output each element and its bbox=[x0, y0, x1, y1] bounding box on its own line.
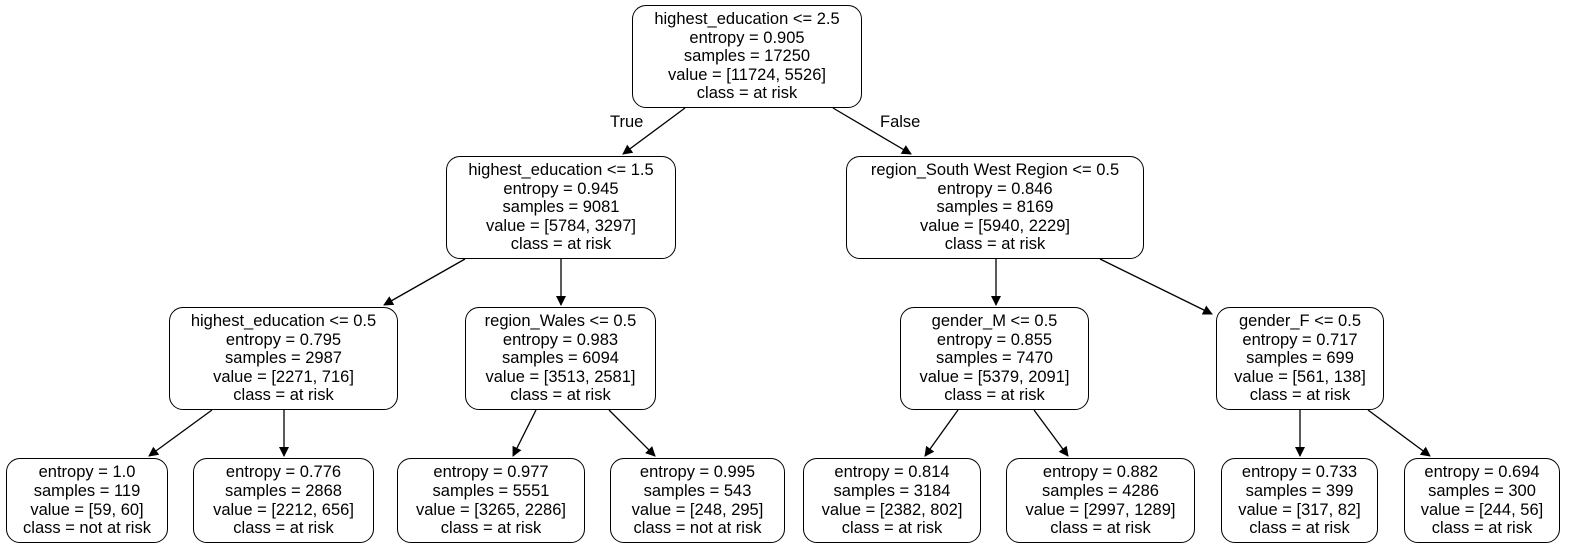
node-line: samples = 4286 bbox=[1042, 481, 1159, 500]
node-line: samples = 119 bbox=[33, 481, 141, 500]
node-line: value = [244, 56] bbox=[1420, 500, 1544, 519]
node-line: entropy = 0.995 bbox=[639, 463, 756, 482]
node-line: value = [3513, 2581] bbox=[485, 367, 636, 386]
node-line: entropy = 0.855 bbox=[936, 330, 1053, 349]
edge-label-true: True bbox=[610, 113, 644, 131]
tree-node-n6: gender_F <= 0.5 entropy = 0.717 samples = … bbox=[1216, 307, 1384, 410]
edge-label-false: False bbox=[880, 113, 921, 131]
node-line: class = at risk bbox=[440, 519, 542, 538]
node-line: entropy = 1.0 bbox=[38, 463, 136, 482]
node-line: value = [5784, 3297] bbox=[486, 216, 636, 235]
node-line: class = at risk bbox=[510, 235, 612, 254]
tree-node-n4: region_Wales <= 0.5 entropy = 0.983 sample… bbox=[465, 307, 656, 410]
node-line: value = [317, 82] bbox=[1238, 500, 1361, 519]
tree-node-n2: region_South West Region <= 0.5 entropy =… bbox=[846, 156, 1144, 259]
tree-edge-n0-n1 bbox=[622, 107, 686, 155]
node-line: value = [2382, 802] bbox=[821, 500, 963, 519]
node-line: samples = 6094 bbox=[502, 349, 619, 368]
node-line: entropy = 0.977 bbox=[433, 463, 549, 482]
node-line: samples = 17250 bbox=[683, 47, 811, 66]
node-line: entropy = 0.717 bbox=[1242, 330, 1358, 349]
node-line: class = at risk bbox=[944, 386, 1045, 405]
node-line: entropy = 0.814 bbox=[834, 463, 950, 482]
node-line: samples = 9081 bbox=[502, 198, 620, 217]
node-line: value = [2212, 656] bbox=[213, 500, 354, 519]
node-line: samples = 399 bbox=[1245, 481, 1354, 500]
node-line: entropy = 0.882 bbox=[1042, 463, 1159, 482]
node-line: class = at risk bbox=[1431, 519, 1533, 538]
node-line: region_South West Region <= 0.5 bbox=[870, 161, 1120, 180]
node-line: entropy = 0.694 bbox=[1424, 463, 1540, 482]
node-line: class = at risk bbox=[1249, 386, 1351, 405]
node-line: entropy = 0.733 bbox=[1241, 463, 1358, 482]
node-line: highest_education <= 2.5 bbox=[654, 10, 840, 29]
node-line: samples = 543 bbox=[643, 481, 752, 500]
tree-node-n13: entropy = 0.733 samples = 399 value = [317… bbox=[1221, 458, 1378, 543]
tree-node-n8: entropy = 0.776 samples = 2868 value = [22… bbox=[193, 458, 374, 543]
node-line: region_Wales <= 0.5 bbox=[484, 312, 637, 331]
node-line: highest_education <= 1.5 bbox=[468, 161, 654, 180]
node-line: entropy = 0.776 bbox=[225, 463, 342, 482]
node-line: highest_education <= 0.5 bbox=[190, 312, 377, 331]
tree-node-n3: highest_education <= 0.5 entropy = 0.795 s… bbox=[169, 307, 398, 410]
node-line: value = [3265, 2286] bbox=[416, 500, 566, 519]
tree-edge-n5-n12 bbox=[1033, 409, 1069, 457]
node-line: samples = 2987 bbox=[225, 349, 342, 368]
node-line: gender_M <= 0.5 bbox=[931, 312, 1058, 331]
tree-node-n0: highest_education <= 2.5 entropy = 0.905 s… bbox=[632, 5, 862, 108]
node-line: value = [11724, 5526] bbox=[668, 65, 826, 84]
tree-node-n10: entropy = 0.995 samples = 543 value = [248… bbox=[610, 458, 785, 543]
node-line: class = at risk bbox=[233, 386, 334, 405]
tree-edge-n1-n3 bbox=[383, 258, 466, 306]
node-line: entropy = 0.905 bbox=[689, 28, 805, 47]
node-line: value = [5940, 2229] bbox=[920, 216, 1070, 235]
node-line: samples = 2868 bbox=[225, 481, 342, 500]
node-line: samples = 300 bbox=[1428, 481, 1536, 500]
tree-node-n7: entropy = 1.0 samples = 119 value = [59, 6… bbox=[6, 458, 168, 543]
tree-edge-n4-n10 bbox=[608, 409, 656, 457]
tree-edge-n4-n9 bbox=[512, 409, 537, 457]
node-line: entropy = 0.846 bbox=[937, 179, 1053, 198]
node-line: class = at risk bbox=[841, 519, 943, 538]
node-line: entropy = 0.945 bbox=[503, 179, 619, 198]
tree-edge-n6-n14 bbox=[1367, 409, 1431, 457]
node-line: samples = 699 bbox=[1246, 349, 1354, 368]
tree-node-n14: entropy = 0.694 samples = 300 value = [244… bbox=[1404, 458, 1560, 543]
node-line: class = at risk bbox=[696, 84, 798, 103]
node-line: samples = 5551 bbox=[432, 481, 550, 500]
node-line: samples = 8169 bbox=[936, 198, 1054, 217]
node-line: value = [59, 60] bbox=[30, 500, 144, 519]
node-line: gender_F <= 0.5 bbox=[1238, 312, 1361, 331]
tree-edge-n3-n7 bbox=[148, 409, 213, 457]
tree-edge-n5-n11 bbox=[924, 409, 959, 457]
node-line: samples = 7470 bbox=[936, 349, 1053, 368]
tree-edge-n2-n6 bbox=[1099, 258, 1213, 315]
node-line: value = [2997, 1289] bbox=[1025, 500, 1176, 519]
node-line: samples = 3184 bbox=[833, 481, 951, 500]
tree-node-n11: entropy = 0.814 samples = 3184 value = [23… bbox=[803, 458, 981, 543]
tree-node-n9: entropy = 0.977 samples = 5551 value = [32… bbox=[397, 458, 585, 543]
node-line: class = at risk bbox=[510, 386, 611, 405]
node-line: value = [561, 138] bbox=[1234, 367, 1366, 386]
node-line: class = at risk bbox=[944, 235, 1046, 254]
node-line: class = not at risk bbox=[633, 519, 762, 538]
tree-node-n12: entropy = 0.882 samples = 4286 value = [29… bbox=[1006, 458, 1195, 543]
node-line: value = [248, 295] bbox=[631, 500, 764, 519]
tree-node-n5: gender_M <= 0.5 entropy = 0.855 samples = … bbox=[900, 307, 1089, 410]
tree-edge-n0-n2 bbox=[832, 107, 912, 155]
node-line: class = not at risk bbox=[23, 519, 151, 538]
tree-node-n1: highest_education <= 1.5 entropy = 0.945 s… bbox=[446, 156, 676, 259]
node-line: class = at risk bbox=[1249, 519, 1350, 538]
node-line: value = [2271, 716] bbox=[213, 367, 354, 386]
node-line: entropy = 0.795 bbox=[225, 330, 342, 349]
node-line: class = at risk bbox=[1050, 519, 1151, 538]
node-line: class = at risk bbox=[233, 519, 334, 538]
node-line: entropy = 0.983 bbox=[502, 330, 619, 349]
node-line: value = [5379, 2091] bbox=[919, 367, 1070, 386]
